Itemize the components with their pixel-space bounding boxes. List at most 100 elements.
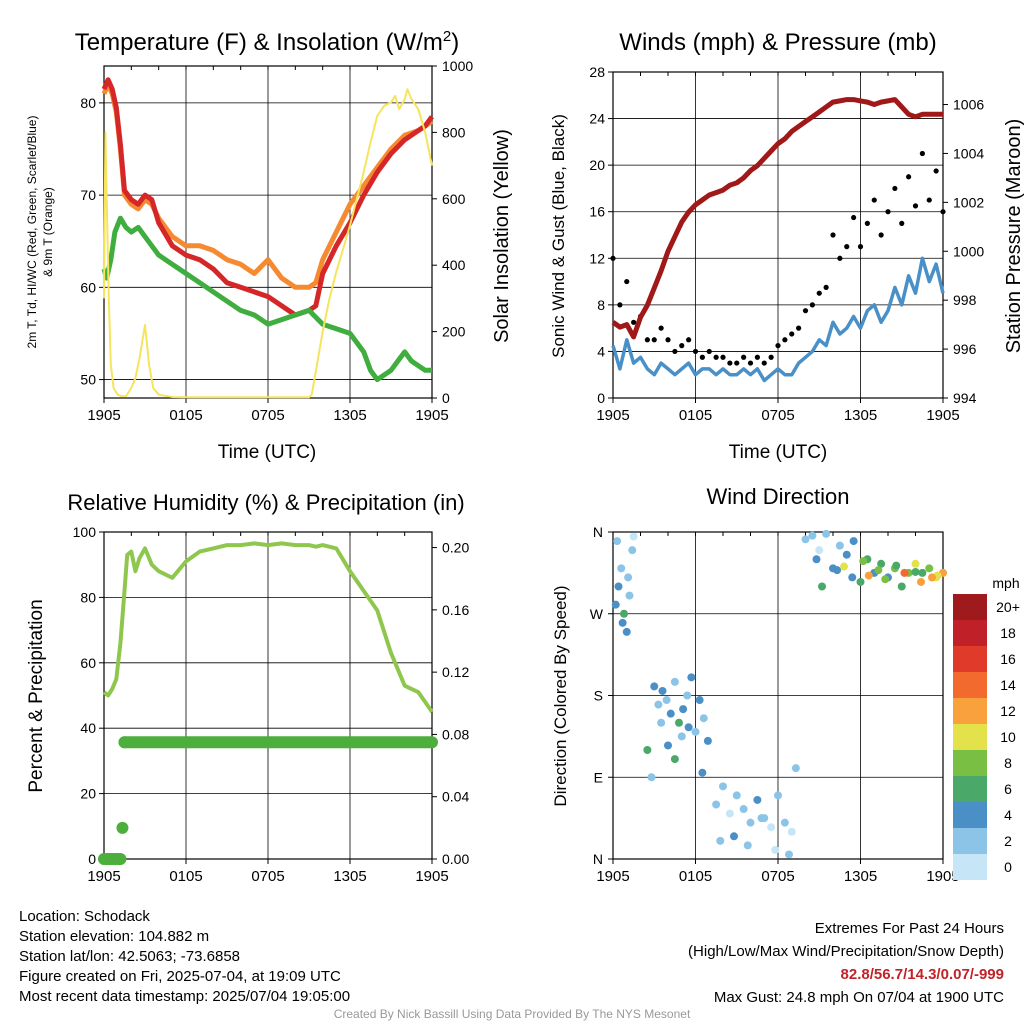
direction-point (687, 673, 696, 682)
chart-title: Temperature (F) & Insolation (W/m2) (75, 28, 459, 56)
colorbar-swatch (953, 828, 987, 854)
direction-point (791, 764, 800, 773)
y-tick-label: 24 (589, 111, 605, 127)
series-line-pressure (611, 97, 943, 340)
y-tick-label: 12 (589, 250, 605, 266)
gust-point (665, 337, 671, 343)
colorbar-label: 12 (1000, 703, 1016, 719)
series-line-red (101, 77, 435, 318)
series-line-orange (101, 81, 434, 290)
x-tick-label: 1905 (596, 868, 629, 885)
y2-tick-label: 600 (442, 191, 466, 207)
gust-point (699, 354, 705, 360)
gust-point (844, 244, 850, 250)
y-tick-label: 0 (597, 390, 605, 406)
y2-tick-label: 0.00 (442, 851, 469, 867)
gust-point (789, 331, 795, 337)
gust-point (851, 214, 857, 221)
colorbar-swatch (953, 776, 987, 802)
direction-point (840, 562, 848, 571)
gust-point (644, 337, 650, 343)
gust-point (706, 348, 712, 355)
gust-point (857, 244, 864, 250)
series-line-green (101, 215, 432, 383)
direction-point (787, 827, 796, 836)
precip-point (114, 853, 127, 865)
gust-point (802, 308, 809, 314)
gust-point (679, 343, 685, 349)
gust-point (871, 197, 877, 203)
colorbar-swatch (953, 646, 987, 672)
y2-tick-label: 400 (442, 257, 466, 273)
x-tick-label: 0705 (251, 407, 284, 424)
y2-tick-label: 994 (953, 390, 977, 406)
gust-point (912, 203, 919, 209)
direction-point (815, 546, 824, 555)
y2-tick-label: 996 (953, 341, 977, 357)
y2-tick-label: 998 (953, 292, 977, 308)
direction-point (691, 727, 700, 736)
direction-point (739, 805, 748, 814)
y-tick-label: S (594, 688, 603, 704)
series-line-rh (102, 541, 434, 714)
x-tick-label: 0105 (679, 407, 712, 424)
direction-point (842, 550, 851, 559)
gust-point (919, 150, 925, 157)
info-recent: Most recent data timestamp: 2025/07/04 1… (19, 988, 351, 1005)
colorbar-title: mph (992, 575, 1019, 591)
y-axis-label: Percent & Precipitation (26, 599, 47, 792)
colorbar-label: 8 (1004, 755, 1012, 771)
direction-point (719, 782, 727, 791)
direction-point (620, 609, 628, 618)
direction-point (818, 582, 826, 591)
gust-point (885, 209, 891, 215)
gust-point (933, 168, 939, 174)
colorbar-swatch (953, 750, 987, 776)
direction-point (618, 618, 627, 627)
y2-tick-label: 1000 (442, 58, 473, 74)
y-axis-label: Sonic Wind & Gust (Blue, Black) (549, 114, 568, 358)
y-tick-label: 70 (80, 187, 96, 203)
direction-point (856, 577, 865, 586)
y-tick-label: 0 (88, 851, 96, 867)
y-tick-label: 20 (80, 786, 96, 802)
precip-point (118, 736, 131, 749)
direction-point (650, 682, 659, 691)
y-axis-label: 2m T, Td, HI/WC (Red, Green, Scarlet/Blu… (25, 116, 39, 349)
direction-point (666, 709, 675, 718)
chart-title: Wind Direction (706, 484, 849, 509)
y-tick-label: 50 (80, 372, 96, 388)
direction-point (780, 818, 789, 827)
direction-point (900, 568, 909, 577)
y-tick-label: N (593, 851, 603, 867)
direction-point (881, 575, 890, 584)
direction-point (617, 564, 626, 573)
x-tick-label: 1905 (926, 407, 959, 424)
x-tick-label: 1305 (333, 407, 366, 424)
direction-point (670, 677, 679, 686)
gust-point (617, 302, 623, 308)
gust-point (686, 337, 692, 343)
y-tick-label: 8 (597, 297, 605, 313)
direction-point (785, 850, 793, 859)
x-tick-label: 1305 (844, 868, 877, 885)
gust-point (734, 360, 740, 366)
direction-point (925, 564, 934, 573)
gust-point (837, 255, 843, 261)
gust-point (926, 197, 932, 203)
direction-point (703, 736, 712, 745)
direction-point (654, 700, 663, 709)
gust-point (610, 255, 616, 261)
y-tick-label: 20 (589, 157, 605, 173)
x-tick-label: 0705 (761, 868, 794, 885)
y2-tick-label: 1000 (953, 243, 984, 259)
direction-point (679, 705, 688, 714)
direction-point (629, 532, 638, 541)
gust-point (906, 174, 912, 180)
y-tick-label: N (593, 524, 603, 540)
x-tick-label: 1905 (87, 407, 120, 424)
direction-point (677, 732, 686, 741)
gust-point (940, 209, 946, 215)
y-tick-label: W (590, 606, 604, 622)
direction-point (833, 566, 842, 575)
